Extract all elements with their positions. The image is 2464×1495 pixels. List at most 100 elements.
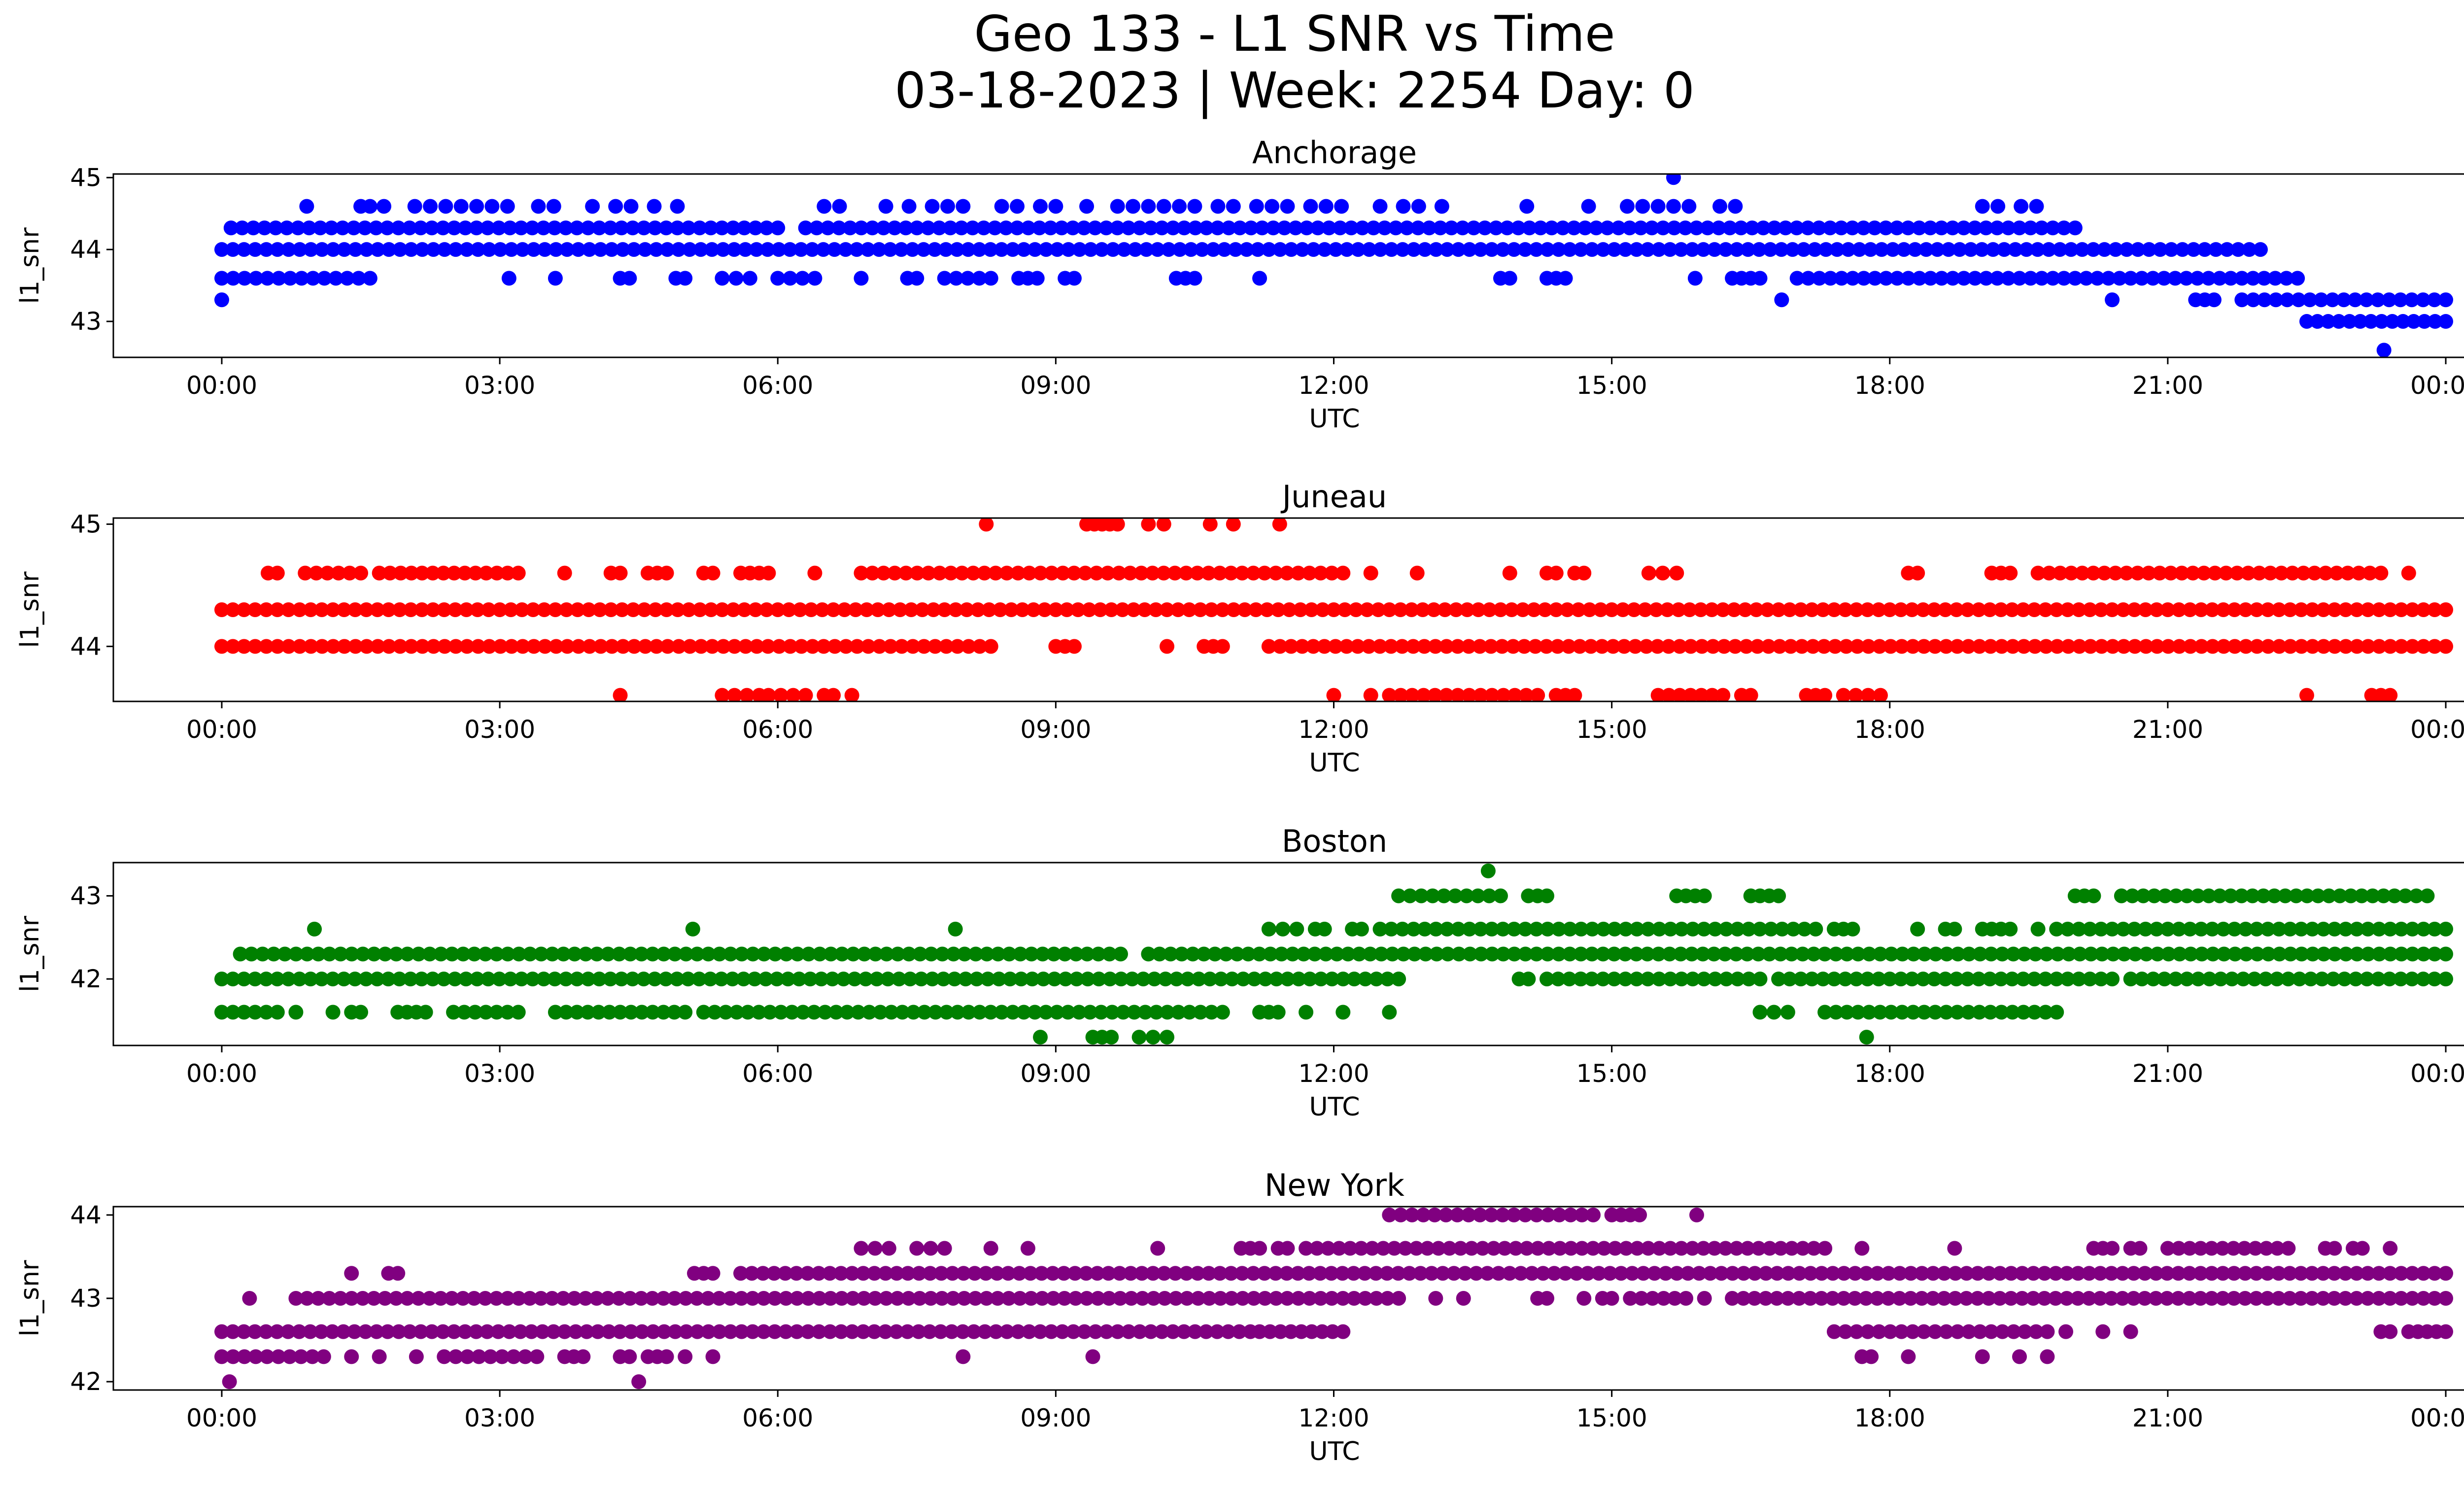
data-point bbox=[1836, 688, 1851, 701]
data-point bbox=[1363, 946, 1378, 962]
data-point bbox=[280, 1324, 296, 1339]
data-point bbox=[994, 1005, 1009, 1020]
data-point bbox=[1104, 1005, 1120, 1020]
data-point bbox=[1870, 1291, 1885, 1306]
data-point bbox=[1429, 946, 1444, 962]
data-point bbox=[2016, 639, 2031, 654]
data-point bbox=[2361, 639, 2376, 654]
data-point bbox=[1101, 1291, 1117, 1306]
data-point bbox=[779, 946, 794, 962]
data-point bbox=[425, 972, 441, 987]
data-point bbox=[1317, 242, 1333, 257]
data-point bbox=[355, 1291, 371, 1306]
data-point bbox=[333, 1291, 348, 1306]
data-point bbox=[2163, 565, 2178, 581]
data-point bbox=[1663, 1241, 1678, 1256]
data-point bbox=[1938, 602, 1953, 617]
data-point bbox=[2376, 343, 2392, 357]
data-point bbox=[1451, 946, 1467, 962]
data-point bbox=[1703, 1266, 1718, 1281]
data-point bbox=[749, 639, 764, 654]
data-point bbox=[1979, 271, 1994, 286]
data-point bbox=[1034, 1266, 1049, 1281]
data-point bbox=[2329, 565, 2344, 581]
data-point bbox=[1113, 972, 1129, 987]
data-point bbox=[2039, 946, 2054, 962]
data-point bbox=[1318, 946, 1334, 962]
data-point bbox=[994, 242, 1009, 257]
data-point bbox=[826, 602, 841, 617]
data-point bbox=[458, 972, 474, 987]
data-point bbox=[1115, 602, 1130, 617]
data-point bbox=[1282, 602, 1297, 617]
data-point bbox=[1079, 199, 1095, 214]
data-point bbox=[967, 1266, 982, 1281]
data-point bbox=[1493, 602, 1508, 617]
data-point bbox=[1023, 1266, 1038, 1281]
data-point bbox=[1174, 946, 1189, 962]
data-point bbox=[957, 1291, 972, 1306]
data-point bbox=[2305, 946, 2320, 962]
data-point bbox=[2089, 271, 2105, 286]
data-point bbox=[492, 602, 508, 617]
data-point bbox=[759, 220, 774, 236]
data-point bbox=[1975, 199, 1990, 214]
data-point bbox=[1141, 199, 1156, 214]
data-point bbox=[679, 946, 694, 962]
data-point bbox=[1617, 946, 1633, 962]
data-point bbox=[715, 688, 730, 701]
data-point bbox=[1551, 946, 1566, 962]
data-point bbox=[1395, 921, 1410, 937]
data-point bbox=[391, 220, 406, 236]
data-point bbox=[2216, 921, 2231, 937]
data-point bbox=[2343, 888, 2359, 904]
data-point bbox=[612, 1324, 627, 1339]
data-point bbox=[1796, 242, 1812, 257]
data-point bbox=[1265, 199, 1280, 214]
data-point bbox=[1147, 972, 1162, 987]
data-point bbox=[916, 242, 931, 257]
data-point bbox=[2050, 946, 2065, 962]
y-tick-label: 45 bbox=[70, 163, 102, 192]
data-point bbox=[1623, 1291, 1638, 1306]
data-point bbox=[856, 1266, 871, 1281]
data-point bbox=[2093, 602, 2109, 617]
data-point bbox=[2017, 1324, 2032, 1339]
subplot-title: Boston bbox=[1282, 823, 1387, 859]
data-point bbox=[1150, 1241, 1165, 1256]
subplot-title: Anchorage bbox=[1252, 135, 1417, 171]
data-point bbox=[1188, 220, 1203, 236]
data-point bbox=[1027, 242, 1043, 257]
data-point bbox=[1261, 921, 1276, 937]
data-point bbox=[1444, 220, 1459, 236]
data-point bbox=[1112, 1266, 1127, 1281]
data-point bbox=[400, 1291, 415, 1306]
data-point bbox=[2383, 639, 2398, 654]
data-point bbox=[1284, 242, 1299, 257]
data-point bbox=[1663, 972, 1678, 987]
data-point bbox=[2112, 271, 2127, 286]
data-point bbox=[946, 946, 961, 962]
data-point bbox=[1878, 220, 1893, 236]
data-point bbox=[2360, 1266, 2375, 1281]
data-point bbox=[1655, 220, 1671, 236]
data-point bbox=[2005, 639, 2020, 654]
data-point bbox=[1221, 220, 1236, 236]
data-point bbox=[2281, 1241, 2296, 1256]
data-point bbox=[1213, 972, 1229, 987]
data-point bbox=[1438, 1207, 1454, 1222]
data-point bbox=[1012, 1291, 1027, 1306]
data-point bbox=[1010, 1324, 1026, 1339]
data-point bbox=[2123, 271, 2138, 286]
data-point bbox=[337, 602, 352, 617]
data-point bbox=[1896, 242, 1912, 257]
data-point bbox=[881, 602, 896, 617]
data-point bbox=[1172, 242, 1188, 257]
data-point bbox=[513, 220, 529, 236]
data-point bbox=[987, 220, 1002, 236]
data-point bbox=[722, 1291, 738, 1306]
data-point bbox=[2171, 1241, 2187, 1256]
data-point bbox=[270, 565, 285, 581]
data-point bbox=[2304, 1291, 2320, 1306]
data-point bbox=[646, 1324, 661, 1339]
